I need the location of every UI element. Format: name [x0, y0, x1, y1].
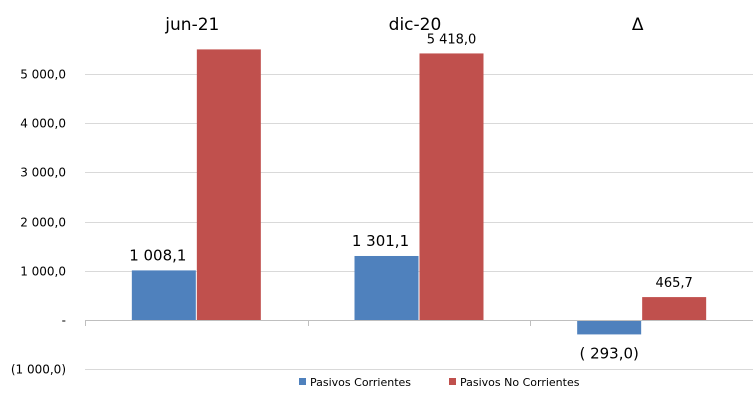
y-tick-label: 5 000,0 — [20, 68, 66, 82]
data-label: 1 008,1 — [129, 246, 186, 264]
y-tick-label: (1 000,0) — [11, 363, 66, 377]
data-label: 5 418,0 — [427, 32, 477, 47]
category-label: Δ — [632, 15, 644, 35]
bars — [131, 49, 707, 335]
legend-swatch — [449, 378, 456, 385]
bar-pasivos-no-corrientes — [196, 49, 261, 321]
legend: Pasivos Corrientes Pasivos No Corrientes — [299, 376, 580, 389]
category-label: jun-21 — [164, 15, 219, 35]
bar-pasivos-corrientes — [131, 270, 196, 320]
x-axis — [85, 320, 753, 326]
y-tick-label: 4 000,0 — [20, 117, 66, 131]
legend-label: Pasivos Corrientes — [310, 376, 411, 389]
bar-pasivos-no-corrientes — [419, 53, 484, 321]
legend-label: Pasivos No Corrientes — [460, 376, 580, 389]
y-axis-tick-labels: 5 000,0 4 000,0 3 000,0 2 000,0 1 000,0 - (1 0… — [11, 68, 66, 377]
category-label: dic-20 — [389, 15, 442, 35]
data-label: 1 301,1 — [352, 232, 409, 250]
y-tick-label: 3 000,0 — [20, 166, 66, 180]
y-tick-label: 2 000,0 — [20, 216, 66, 230]
bar-pasivos-no-corrientes — [642, 297, 707, 320]
legend-swatch — [299, 378, 306, 385]
y-tick-label: 1 000,0 — [20, 265, 66, 279]
bar-pasivos-corrientes — [354, 255, 419, 320]
y-tick-label: - — [62, 314, 66, 328]
data-label: 465,7 — [656, 276, 693, 291]
bar-pasivos-corrientes — [577, 320, 642, 335]
gridlines — [85, 74, 753, 370]
category-labels: jun-21 dic-20 Δ — [164, 15, 644, 35]
data-label: ( 293,0) — [579, 344, 638, 362]
data-labels: 1 008,1 1 301,1 ( 293,0) 5 418,0 465,7 — [129, 32, 693, 362]
